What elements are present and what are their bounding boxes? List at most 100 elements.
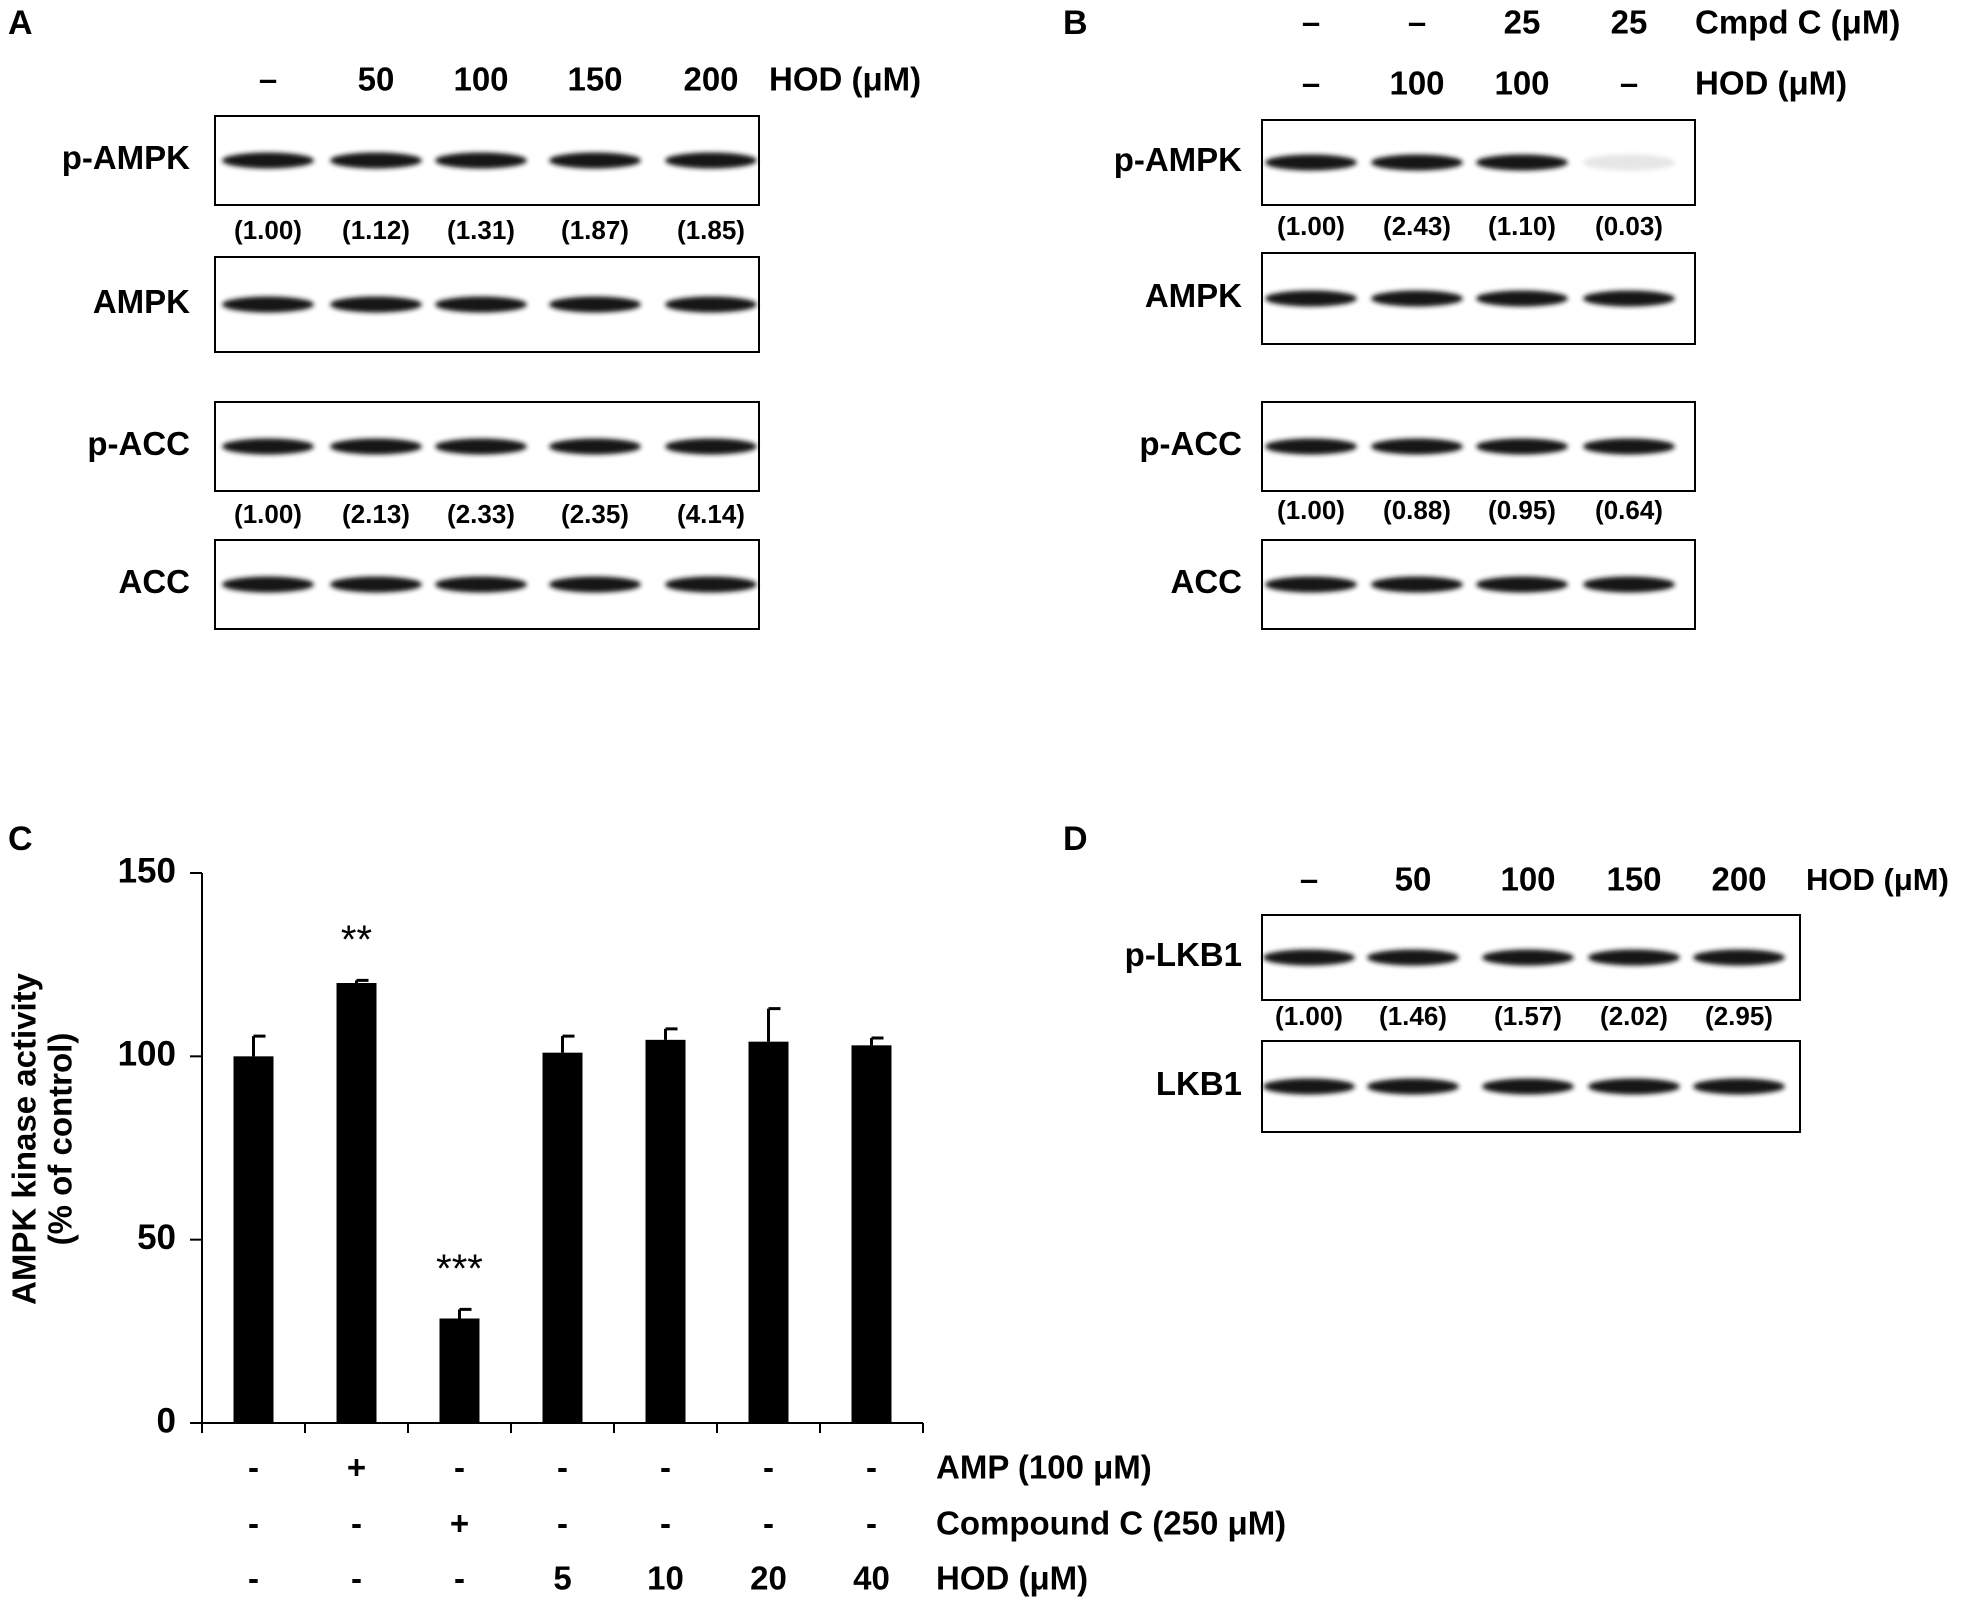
significance: ** bbox=[341, 918, 372, 962]
lane-header: – bbox=[259, 61, 277, 98]
band bbox=[549, 296, 641, 313]
header-label: Cmpd C (μM) bbox=[1695, 4, 1900, 41]
lane-header: 25 bbox=[1611, 4, 1648, 41]
band bbox=[1588, 1078, 1680, 1095]
band bbox=[1371, 154, 1463, 171]
treatment-value: 40 bbox=[853, 1560, 890, 1597]
bar bbox=[336, 983, 377, 1423]
band bbox=[222, 152, 314, 169]
treatment-value: - bbox=[351, 1560, 362, 1597]
band bbox=[1583, 154, 1675, 171]
header-label: HOD (μM) bbox=[1695, 65, 1847, 102]
treatment-value: 10 bbox=[647, 1560, 684, 1597]
lane-header: – bbox=[1302, 65, 1320, 102]
lane-header: 100 bbox=[1500, 861, 1555, 898]
band bbox=[330, 438, 422, 455]
band bbox=[665, 152, 757, 169]
y-tick-label: 0 bbox=[157, 1401, 176, 1440]
lane-header: 200 bbox=[683, 61, 738, 98]
quantification: (1.00) bbox=[234, 499, 302, 529]
band bbox=[1265, 576, 1357, 593]
band bbox=[435, 438, 527, 455]
treatment-value: - bbox=[866, 1449, 877, 1486]
panel-label: B bbox=[1063, 4, 1088, 42]
lane-header: 100 bbox=[453, 61, 508, 98]
band bbox=[549, 152, 641, 169]
error-bar bbox=[252, 1034, 266, 1057]
quantification: (2.43) bbox=[1383, 211, 1451, 241]
treatment-value: 20 bbox=[750, 1560, 787, 1597]
significance: *** bbox=[436, 1247, 483, 1291]
error-bar bbox=[664, 1027, 678, 1040]
quantification: (2.13) bbox=[342, 499, 410, 529]
blot-label: LKB1 bbox=[1156, 1065, 1242, 1102]
quantification: (1.10) bbox=[1488, 211, 1556, 241]
lane-header: 50 bbox=[1395, 861, 1432, 898]
band bbox=[549, 438, 641, 455]
lane-header: 150 bbox=[1606, 861, 1661, 898]
blot-label: p-ACC bbox=[87, 425, 190, 462]
header-label: HOD (μM) bbox=[1806, 862, 1949, 897]
band bbox=[222, 438, 314, 455]
band bbox=[1583, 290, 1675, 307]
treatment-value: - bbox=[763, 1505, 774, 1542]
band bbox=[1476, 290, 1568, 307]
treatment-value: - bbox=[763, 1449, 774, 1486]
band bbox=[1263, 949, 1355, 966]
treatment-value: - bbox=[248, 1449, 259, 1486]
quantification: (1.00) bbox=[1277, 495, 1345, 525]
lane-header: – bbox=[1408, 4, 1426, 41]
treatment-value: - bbox=[660, 1449, 671, 1486]
quantification: (1.57) bbox=[1494, 1001, 1562, 1031]
band bbox=[1476, 154, 1568, 171]
quantification: (1.00) bbox=[1277, 211, 1345, 241]
quantification: (2.33) bbox=[447, 499, 515, 529]
band bbox=[665, 576, 757, 593]
band bbox=[1693, 1078, 1785, 1095]
bar bbox=[851, 1045, 892, 1423]
band bbox=[330, 152, 422, 169]
error-bar bbox=[458, 1307, 472, 1319]
quantification: (2.95) bbox=[1705, 1001, 1773, 1031]
treatment-value: - bbox=[866, 1505, 877, 1542]
treatment-label: Compound C (250 μM) bbox=[936, 1505, 1286, 1542]
treatment-value: - bbox=[454, 1449, 465, 1486]
quantification: (1.85) bbox=[677, 215, 745, 245]
treatment-value: - bbox=[557, 1449, 568, 1486]
y-axis-label: (% of control) bbox=[42, 1033, 79, 1246]
bar bbox=[542, 1052, 583, 1423]
quantification: (2.35) bbox=[561, 499, 629, 529]
band bbox=[1265, 290, 1357, 307]
lane-header: – bbox=[1302, 4, 1320, 41]
lane-header: 100 bbox=[1389, 65, 1444, 102]
quantification: (1.87) bbox=[561, 215, 629, 245]
quantification: (0.95) bbox=[1488, 495, 1556, 525]
blot-label: ACC bbox=[1171, 563, 1243, 600]
blot-label: p-ACC bbox=[1139, 425, 1242, 462]
y-tick-label: 100 bbox=[118, 1035, 176, 1074]
quantification: (0.03) bbox=[1595, 211, 1663, 241]
treatment-value: - bbox=[351, 1505, 362, 1542]
error-bar bbox=[767, 1007, 781, 1042]
bar bbox=[233, 1056, 274, 1423]
y-tick-label: 150 bbox=[118, 851, 176, 890]
band bbox=[222, 576, 314, 593]
y-axis-label: AMPK kinase activity bbox=[6, 972, 43, 1305]
lane-header: 50 bbox=[358, 61, 395, 98]
band bbox=[1476, 438, 1568, 455]
band bbox=[222, 296, 314, 313]
error-bar bbox=[355, 978, 369, 983]
quantification: (0.88) bbox=[1383, 495, 1451, 525]
panel-label: C bbox=[8, 820, 33, 858]
band bbox=[1265, 438, 1357, 455]
blot-label: p-AMPK bbox=[62, 139, 190, 176]
band bbox=[1583, 576, 1675, 593]
lane-header: 150 bbox=[567, 61, 622, 98]
band bbox=[1265, 154, 1357, 171]
treatment-value: 5 bbox=[553, 1560, 571, 1597]
quantification: (0.64) bbox=[1595, 495, 1663, 525]
band bbox=[1371, 438, 1463, 455]
band bbox=[1693, 949, 1785, 966]
treatment-value: - bbox=[660, 1505, 671, 1542]
